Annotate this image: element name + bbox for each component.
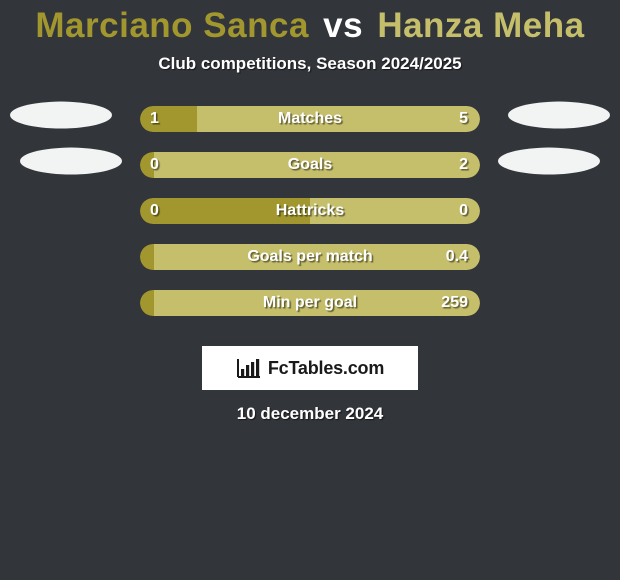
bar-left [140, 244, 154, 270]
player2-marker [508, 102, 610, 129]
logo-box: FcTables.com [202, 346, 418, 390]
bar-right [310, 198, 480, 224]
bar-track [140, 152, 480, 178]
title: Marciano Sanca vs Hanza Meha [0, 6, 620, 46]
bar-right [197, 106, 480, 132]
bar-left [140, 198, 310, 224]
bar-track [140, 198, 480, 224]
bar-track [140, 106, 480, 132]
bar-right [154, 290, 480, 316]
player1-marker [10, 102, 112, 129]
vs-text: vs [323, 6, 363, 45]
bar-left [140, 290, 154, 316]
bar-chart-icon [236, 357, 262, 379]
stat-row: Goals02 [0, 144, 620, 190]
date: 10 december 2024 [0, 404, 620, 424]
bar-right [154, 244, 480, 270]
player1-marker [20, 148, 122, 175]
logo-text: FcTables.com [268, 358, 384, 379]
stat-row: Matches15 [0, 98, 620, 144]
stat-row: Hattricks00 [0, 190, 620, 236]
stat-row: Min per goal259 [0, 282, 620, 328]
bar-left [140, 152, 154, 178]
player2-marker [498, 148, 600, 175]
stat-rows: Matches15Goals02Hattricks00Goals per mat… [0, 98, 620, 328]
subtitle: Club competitions, Season 2024/2025 [0, 54, 620, 74]
bar-right [154, 152, 480, 178]
comparison-infographic: Marciano Sanca vs Hanza Meha Club compet… [0, 0, 620, 424]
bar-left [140, 106, 197, 132]
bar-track [140, 244, 480, 270]
stat-row: Goals per match0.4 [0, 236, 620, 282]
bar-track [140, 290, 480, 316]
player1-name: Marciano Sanca [35, 6, 309, 45]
player2-name: Hanza Meha [377, 6, 584, 45]
